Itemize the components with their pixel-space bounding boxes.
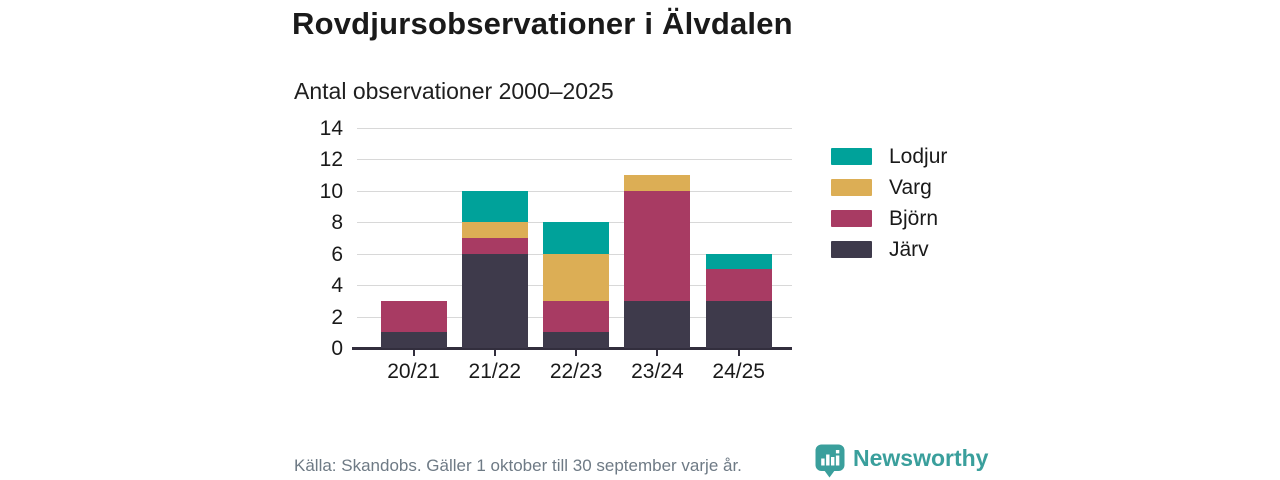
bar-23-24-varg — [624, 175, 691, 191]
bar-22-23-lodjur — [543, 222, 610, 254]
y-axis-tick-label: 6 — [331, 242, 343, 266]
newsworthy-logo-icon — [815, 444, 845, 478]
bar-23-24-björn — [624, 190, 691, 301]
chart-subtitle: Antal observationer 2000–2025 — [294, 78, 614, 104]
bar-24-25-björn — [705, 269, 772, 301]
y-axis-tick-label: 2 — [331, 305, 343, 329]
bar-20-21-järv — [380, 332, 447, 348]
legend-label: Björn — [889, 206, 939, 230]
bar-22-23-björn — [543, 300, 610, 333]
bar-22-23-järv — [543, 332, 610, 348]
x-axis-tick — [575, 349, 578, 356]
gridline-y10 — [357, 190, 792, 192]
x-axis-tick-label: 24/25 — [712, 360, 765, 383]
y-axis-tick-label: 8 — [331, 211, 343, 235]
y-axis-tick-label: 10 — [319, 179, 343, 203]
y-axis-tick-label: 0 — [331, 337, 343, 360]
newsworthy-brand-link[interactable]: Newsworthy — [815, 444, 988, 478]
x-axis-tick-label: 23/24 — [631, 360, 684, 383]
x-axis-line — [352, 347, 792, 350]
bar-21-22-björn — [461, 238, 528, 254]
bar-23-24-järv — [624, 300, 691, 348]
legend-swatch-järv — [831, 241, 872, 258]
gridline-y12 — [357, 159, 792, 161]
bar-22-23-varg — [543, 253, 610, 301]
source-note: Källa: Skandobs. Gäller 1 oktober till 3… — [294, 456, 742, 475]
bar-24-25-järv — [705, 300, 772, 348]
newsworthy-brand-name: Newsworthy — [853, 444, 989, 471]
x-axis-tick-label: 21/22 — [468, 360, 522, 383]
legend-swatch-björn — [831, 210, 872, 227]
legend: Lodjur Varg Björn Järv — [831, 145, 947, 272]
y-axis-tick-label: 12 — [319, 148, 343, 172]
y-axis-tick-label: 14 — [319, 117, 343, 140]
legend-item-varg: Varg — [831, 176, 947, 199]
x-axis-tick-label: 22/23 — [549, 360, 603, 383]
bar-21-22-lodjur — [461, 190, 528, 223]
chart-title: Rovdjursobservationer i Älvdalen — [292, 6, 793, 41]
bar-21-22-varg — [461, 222, 528, 238]
x-axis-tick — [737, 349, 740, 356]
plot-area: 0 2 4 6 8 10 12 14 20/21 21/22 22/23 23/24 24/25 — [320, 118, 792, 383]
x-axis-tick — [493, 349, 496, 356]
gridline-y14 — [357, 128, 792, 129]
legend-item-björn: Björn — [831, 207, 947, 230]
y-axis-tick-label: 4 — [331, 274, 343, 298]
x-axis-tick — [656, 349, 659, 356]
legend-item-lodjur: Lodjur — [831, 145, 947, 168]
x-axis-tick-label: 20/21 — [387, 360, 440, 383]
legend-label: Lodjur — [889, 144, 948, 168]
legend-swatch-varg — [831, 179, 872, 196]
bar-24-25-lodjur — [705, 253, 772, 270]
legend-swatch-lodjur — [831, 148, 872, 165]
bar-20-21-björn — [380, 300, 447, 333]
x-axis-tick — [412, 349, 415, 356]
bar-21-22-järv — [461, 253, 528, 348]
legend-label: Järv — [889, 237, 929, 261]
legend-label: Varg — [889, 175, 932, 199]
legend-item-järv: Järv — [831, 238, 947, 261]
